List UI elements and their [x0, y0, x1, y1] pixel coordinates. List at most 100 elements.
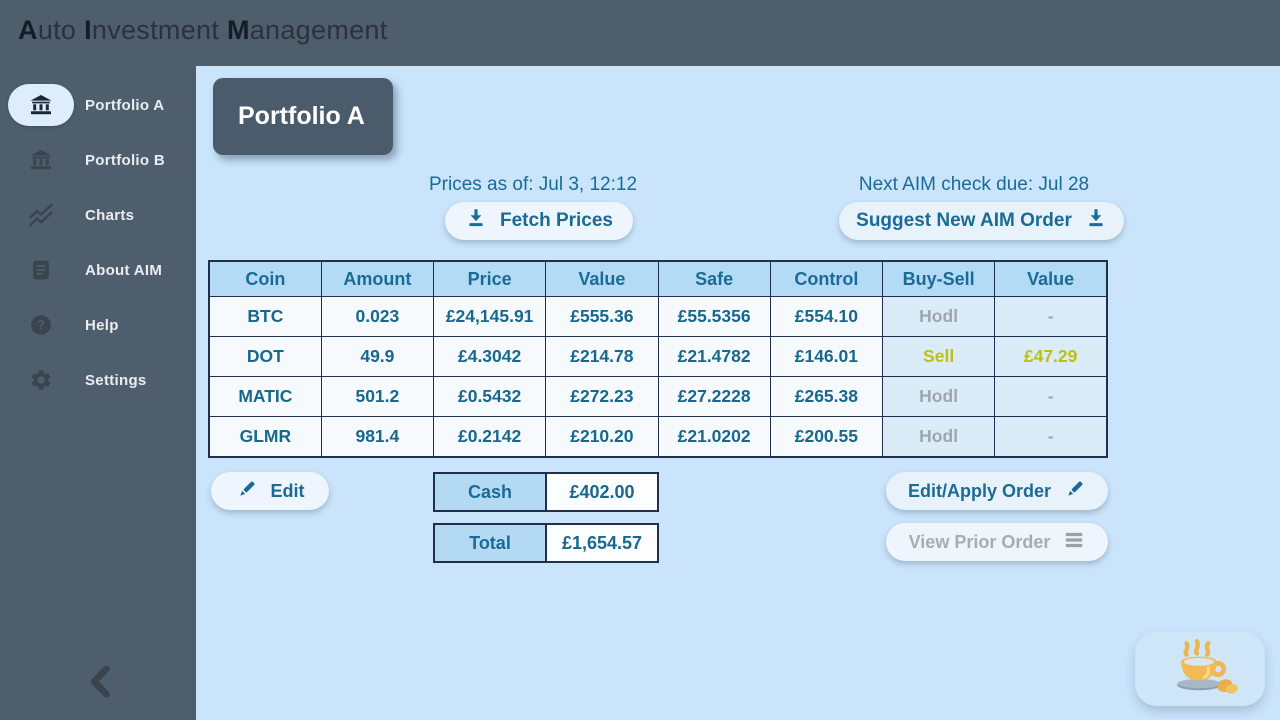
col-header-coin: Coin: [208, 260, 322, 297]
edit-button[interactable]: Edit: [211, 472, 329, 510]
sidebar-item-portfolio-a[interactable]: Portfolio A: [8, 84, 196, 126]
pencil-icon: [236, 478, 258, 505]
cell-price: £4.3042: [432, 336, 547, 377]
cash-summary: Cash £402.00: [433, 472, 659, 512]
view-prior-order-button[interactable]: View Prior Order: [886, 523, 1108, 561]
app-title: Auto Investment Management: [18, 15, 388, 46]
menu-icon: [1063, 529, 1085, 556]
app-title-segment: I: [84, 15, 92, 45]
cell-value: £214.78: [545, 336, 659, 377]
cell-control: £554.10: [769, 296, 884, 337]
coffee-cup-icon: [1158, 637, 1242, 702]
sidebar-item-about-aim[interactable]: About AIM: [8, 249, 196, 291]
cell-buy-sell: Hodl: [881, 296, 996, 337]
chart-icon: [8, 194, 74, 236]
page-title-label: Portfolio A: [238, 102, 365, 130]
table-row: GLMR 981.4 £0.2142 £210.20 £21.0202 £200…: [208, 416, 1108, 458]
sidebar-item-settings[interactable]: Settings: [8, 359, 196, 401]
cell-safe: £21.0202: [657, 416, 771, 458]
cell-order-value: -: [994, 416, 1108, 458]
portfolio-table: Coin Amount Price Value Safe Control Buy…: [208, 260, 1108, 458]
cell-order-value: £47.29: [994, 336, 1108, 377]
app-title-segment: A: [18, 15, 38, 45]
sidebar-item-portfolio-b[interactable]: Portfolio B: [8, 139, 196, 181]
prices-as-of-label: Prices as of: Jul 3, 12:12: [428, 174, 638, 195]
cell-price: £0.5432: [432, 376, 547, 417]
edit-button-label: Edit: [270, 480, 305, 501]
table-header-row: Coin Amount Price Value Safe Control Buy…: [208, 260, 1108, 297]
app-title-segment: nvestment: [91, 15, 227, 45]
cell-price: £24,145.91: [432, 296, 547, 337]
sidebar-item-charts[interactable]: Charts: [8, 194, 196, 236]
buy-me-a-coffee-button[interactable]: [1135, 632, 1265, 706]
page-title: Portfolio A: [213, 78, 393, 155]
cell-amount: 981.4: [320, 416, 435, 458]
cell-safe: £27.2228: [657, 376, 771, 417]
app-title-segment: uto: [37, 15, 85, 45]
cell-order-value: -: [994, 296, 1108, 337]
cell-amount: 501.2: [320, 376, 435, 417]
cell-coin: DOT: [208, 336, 322, 377]
sidebar-item-label: Portfolio A: [85, 96, 165, 114]
cell-value: £210.20: [545, 416, 659, 458]
sidebar-item-label: Help: [85, 316, 119, 334]
bank-icon: [8, 139, 74, 181]
cell-value: £555.36: [545, 296, 659, 337]
sidebar: Portfolio A Portfolio B Charts About AIM…: [0, 66, 196, 720]
svg-text:?: ?: [37, 317, 45, 332]
col-header-buy-sell: Buy-Sell: [881, 260, 996, 297]
app-title-segment: anagement: [249, 15, 388, 45]
cell-amount: 49.9: [320, 336, 435, 377]
table-row: MATIC 501.2 £0.5432 £272.23 £27.2228 £26…: [208, 376, 1108, 417]
help-icon: ?: [8, 304, 74, 346]
cell-control: £265.38: [769, 376, 884, 417]
cell-coin: GLMR: [208, 416, 322, 458]
gear-icon: [8, 359, 74, 401]
cell-coin: MATIC: [208, 376, 322, 417]
next-check-label: Next AIM check due: Jul 28: [858, 174, 1090, 195]
sidebar-item-help[interactable]: ? Help: [8, 304, 196, 346]
bank-icon: [8, 84, 74, 126]
cell-safe: £55.5356: [657, 296, 771, 337]
view-prior-order-label: View Prior Order: [908, 531, 1051, 552]
download-icon: [1085, 207, 1107, 235]
col-header-price: Price: [432, 260, 547, 297]
app-header: Auto Investment Management: [0, 0, 1280, 66]
download-icon: [465, 207, 487, 235]
suggest-order-label: Suggest New AIM Order: [856, 210, 1072, 231]
cell-coin: BTC: [208, 296, 322, 337]
sidebar-item-label: Portfolio B: [85, 151, 165, 169]
total-value: £1,654.57: [547, 525, 657, 561]
suggest-order-button[interactable]: Suggest New AIM Order: [839, 202, 1124, 240]
back-icon: [87, 664, 121, 703]
cell-amount: 0.023: [320, 296, 435, 337]
app-title-segment: M: [226, 15, 250, 45]
cell-buy-sell: Hodl: [881, 376, 996, 417]
col-header-safe: Safe: [657, 260, 771, 297]
cell-price: £0.2142: [432, 416, 547, 458]
edit-apply-order-label: Edit/Apply Order: [907, 480, 1051, 501]
main-content: Portfolio A Prices as of: Jul 3, 12:12 F…: [196, 66, 1280, 720]
edit-apply-order-button[interactable]: Edit/Apply Order: [886, 472, 1108, 510]
total-summary: Total £1,654.57: [433, 523, 659, 563]
pencil-icon: [1064, 478, 1086, 505]
sidebar-item-label: Settings: [85, 371, 147, 389]
cell-control: £146.01: [769, 336, 884, 377]
cell-value: £272.23: [545, 376, 659, 417]
cell-buy-sell: Sell: [881, 336, 996, 377]
table-row: BTC 0.023 £24,145.91 £555.36 £55.5356 £5…: [208, 296, 1108, 337]
sidebar-item-label: Charts: [85, 206, 135, 224]
document-icon: [8, 249, 74, 291]
fetch-prices-label: Fetch Prices: [500, 210, 613, 231]
cell-safe: £21.4782: [657, 336, 771, 377]
cash-value: £402.00: [547, 474, 657, 510]
table-row: DOT 49.9 £4.3042 £214.78 £21.4782 £146.0…: [208, 336, 1108, 377]
sidebar-item-label: About AIM: [85, 261, 163, 279]
back-button[interactable]: [82, 661, 126, 705]
cell-control: £200.55: [769, 416, 884, 458]
fetch-prices-button[interactable]: Fetch Prices: [445, 202, 633, 240]
col-header-value: Value: [545, 260, 659, 297]
cash-label: Cash: [435, 474, 547, 510]
col-header-amount: Amount: [320, 260, 435, 297]
